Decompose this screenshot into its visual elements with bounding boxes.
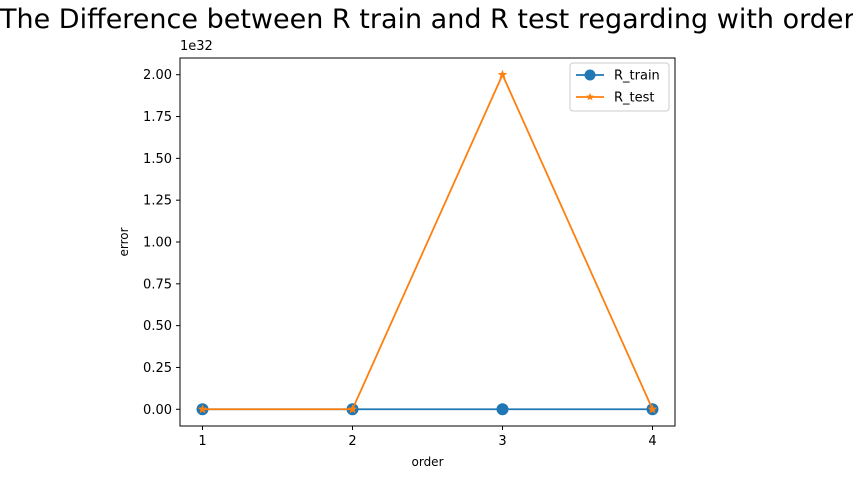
y-tick-label: 1.50 xyxy=(143,152,172,167)
y-tick-label: 0.50 xyxy=(143,319,172,334)
y-tick-label: 0.25 xyxy=(143,361,172,376)
y-tick-label: 1.25 xyxy=(143,194,172,209)
x-tick-label: 4 xyxy=(648,434,656,449)
y-tick-label: 1.75 xyxy=(143,110,172,125)
x-tick-label: 3 xyxy=(498,434,506,449)
data-point xyxy=(497,69,508,79)
x-axis: 1 2 3 4 xyxy=(198,426,657,449)
y-tick-label: 0.75 xyxy=(143,277,172,292)
legend: R_train R_test xyxy=(569,62,670,112)
x-tick-label: 1 xyxy=(198,434,206,449)
legend-marker xyxy=(586,92,594,101)
y-offset-label: 1e32 xyxy=(180,39,213,54)
x-axis-label: order xyxy=(412,455,444,469)
chart-title: The Difference between R train and R tes… xyxy=(0,4,853,35)
y-axis: 0.00 0.25 0.50 0.75 1.00 1.25 1.50 1.75 2.00 xyxy=(143,68,180,418)
data-point xyxy=(347,404,358,414)
series-line xyxy=(202,72,654,411)
legend-item: R_train xyxy=(576,69,660,84)
y-tick-label: 0.00 xyxy=(143,403,172,418)
y-axis-label: error xyxy=(117,227,131,256)
series-layer xyxy=(196,69,659,416)
legend-item: R_test xyxy=(576,91,655,106)
legend-label: R_train xyxy=(614,69,660,84)
data-point xyxy=(496,403,509,416)
legend-label: R_test xyxy=(614,91,655,106)
data-point xyxy=(197,404,208,414)
data-point xyxy=(647,404,658,414)
legend-marker xyxy=(584,69,596,81)
y-tick-label: 2.00 xyxy=(143,68,172,83)
series-r-test xyxy=(197,69,658,414)
y-tick-label: 1.00 xyxy=(143,236,172,251)
x-tick-label: 2 xyxy=(348,434,356,449)
